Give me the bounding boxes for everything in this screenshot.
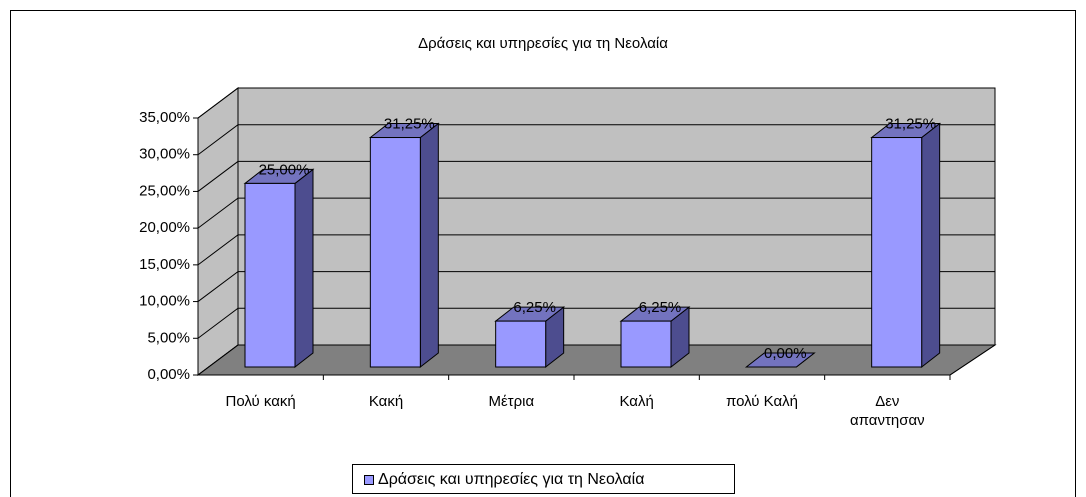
bar <box>244 182 296 368</box>
chart-title: Δράσεις και υπηρεσίες για τη Νεολαία <box>418 35 668 52</box>
x-tick-label: Κακή <box>368 393 404 410</box>
data-label: 31,25% <box>885 116 936 133</box>
data-label: 25,00% <box>259 161 310 178</box>
grid-line <box>197 234 995 266</box>
y-tick-label: 30,00% <box>139 146 190 163</box>
grid-line <box>197 160 995 192</box>
data-label: 31,25% <box>384 116 435 133</box>
y-tick-label: 5,00% <box>147 329 190 346</box>
bar <box>871 137 923 368</box>
data-label: 6,25% <box>513 299 556 316</box>
y-tick-label: 10,00% <box>139 293 190 310</box>
data-label: 6,25% <box>639 299 682 316</box>
y-tick-label: 15,00% <box>139 256 190 273</box>
bar <box>369 137 421 368</box>
side-wall <box>197 87 239 376</box>
x-tick-label: Δεν απαντησαν <box>849 393 925 429</box>
grid-line <box>197 307 995 339</box>
bar <box>495 320 547 368</box>
y-tick-label: 35,00% <box>139 109 190 126</box>
x-tick-label: Καλή <box>619 393 654 410</box>
bar-top <box>744 352 816 368</box>
floor-edge <box>949 344 996 376</box>
bar <box>620 320 672 368</box>
grid-line <box>197 197 995 229</box>
legend-label: Δράσεις και υπηρεσίες για τη Νεολαία <box>378 471 644 488</box>
y-tick-label: 0,00% <box>147 366 190 383</box>
x-tick-label: Μέτρια <box>488 393 535 410</box>
y-tick-label: 25,00% <box>139 182 190 199</box>
grid-line <box>197 271 995 302</box>
bar-side <box>419 122 439 369</box>
bar-side <box>294 168 314 369</box>
grid-line <box>197 87 995 119</box>
grid-line <box>197 124 995 156</box>
data-label: 0,00% <box>764 345 807 362</box>
bar-side <box>921 122 941 369</box>
legend-box <box>352 464 735 494</box>
grid-line <box>197 344 995 376</box>
legend-swatch <box>364 475 374 485</box>
y-tick-label: 20,00% <box>139 219 190 236</box>
x-tick-label: πολύ Καλή <box>725 393 799 410</box>
x-tick-label: Πολύ κακή <box>225 393 296 410</box>
